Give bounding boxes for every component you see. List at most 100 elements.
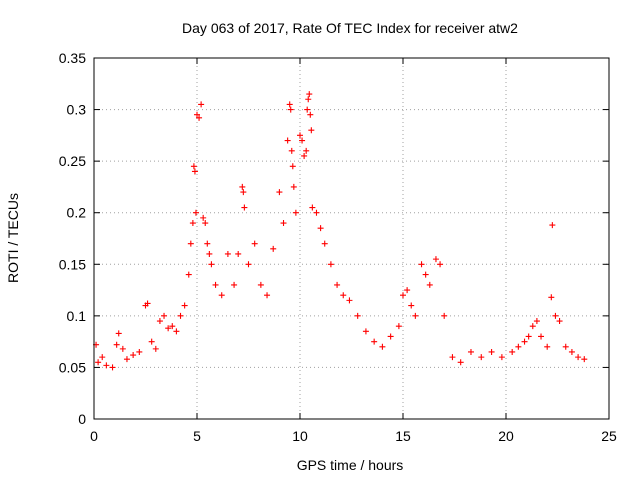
data-point (264, 292, 271, 299)
x-axis-label: GPS time / hours (297, 457, 404, 473)
data-point (529, 323, 536, 330)
data-point (412, 312, 419, 319)
y-tick-label: 0.3 (67, 102, 87, 118)
chart-title: Day 063 of 2017, Rate Of TEC Index for r… (182, 20, 518, 36)
data-point (509, 348, 516, 355)
data-point (235, 250, 242, 257)
data-point (432, 256, 439, 263)
data-point (113, 341, 120, 348)
data-point (568, 348, 575, 355)
data-point (200, 214, 207, 221)
data-point (144, 300, 151, 307)
data-point (196, 114, 203, 121)
data-point (206, 250, 213, 257)
data-point (189, 220, 196, 227)
x-tick-label: 10 (292, 428, 308, 444)
data-point (99, 354, 106, 361)
y-tick-labels: 0 0.05 0.1 0.15 0.2 0.25 0.3 0.35 (59, 50, 86, 427)
data-point (441, 312, 448, 319)
data-point (556, 318, 563, 325)
data-point (284, 137, 291, 144)
data-point (290, 183, 297, 190)
data-point (292, 209, 299, 216)
data-point (306, 91, 313, 98)
data-point (240, 189, 247, 196)
data-point (408, 302, 415, 309)
data-point (538, 333, 545, 340)
data-point (301, 152, 308, 159)
data-point (194, 111, 200, 118)
y-tick-label: 0.05 (59, 359, 86, 375)
data-point (549, 222, 556, 229)
data-point (297, 132, 303, 139)
data-point (208, 261, 215, 268)
data-point (313, 209, 320, 216)
x-tick-labels: 0 5 10 15 20 25 (90, 428, 617, 444)
data-point (257, 281, 264, 288)
data-point (437, 261, 444, 268)
data-point (340, 292, 347, 299)
data-point (177, 312, 184, 319)
data-point (308, 127, 315, 134)
data-point (169, 323, 176, 330)
data-point (525, 333, 532, 340)
y-tick-label: 0.15 (59, 256, 86, 272)
data-point (241, 204, 248, 211)
data-point (190, 163, 197, 170)
data-point (198, 101, 205, 108)
data-point (173, 328, 180, 335)
data-point (130, 352, 137, 359)
data-point (457, 359, 464, 366)
data-point (245, 261, 252, 268)
y-tick-label: 0.2 (67, 205, 87, 221)
data-point (289, 163, 296, 170)
data-point (286, 101, 293, 108)
data-point (426, 281, 433, 288)
data-point (152, 345, 159, 352)
data-point (192, 209, 199, 216)
data-point (224, 250, 231, 257)
grid-lines (94, 58, 609, 419)
x-tick-label: 15 (395, 428, 411, 444)
data-point (109, 364, 116, 371)
data-point (136, 348, 143, 355)
y-tick-label: 0.25 (59, 153, 86, 169)
data-point (552, 312, 559, 319)
data-point (317, 225, 324, 232)
data-point (270, 245, 277, 252)
data-point (488, 348, 495, 355)
x-tick-label: 25 (601, 428, 617, 444)
data-point (321, 240, 328, 247)
data-point (562, 343, 569, 350)
data-point (548, 294, 555, 301)
data-point (379, 343, 386, 350)
data-point (288, 147, 295, 154)
data-point (404, 287, 411, 294)
data-point (239, 183, 246, 190)
data-point (95, 359, 102, 366)
plot-frame (93, 57, 610, 420)
data-point (280, 220, 287, 227)
data-point (515, 343, 522, 350)
x-tick-label: 0 (90, 428, 98, 444)
data-point (287, 106, 294, 113)
data-point (575, 354, 582, 361)
data-point (187, 240, 194, 247)
data-point (304, 106, 311, 113)
axis-ticks (93, 57, 610, 420)
data-point (218, 292, 225, 299)
data-point (327, 261, 334, 268)
data-points (93, 91, 588, 371)
data-point (148, 338, 155, 345)
data-point (161, 312, 168, 319)
data-point (191, 168, 198, 175)
data-point (544, 343, 551, 350)
data-point (521, 338, 528, 345)
data-point (362, 328, 369, 335)
data-point (449, 354, 456, 361)
data-point (400, 292, 406, 299)
y-tick-label: 0 (78, 411, 86, 427)
data-point (309, 204, 316, 211)
data-point (581, 356, 588, 363)
